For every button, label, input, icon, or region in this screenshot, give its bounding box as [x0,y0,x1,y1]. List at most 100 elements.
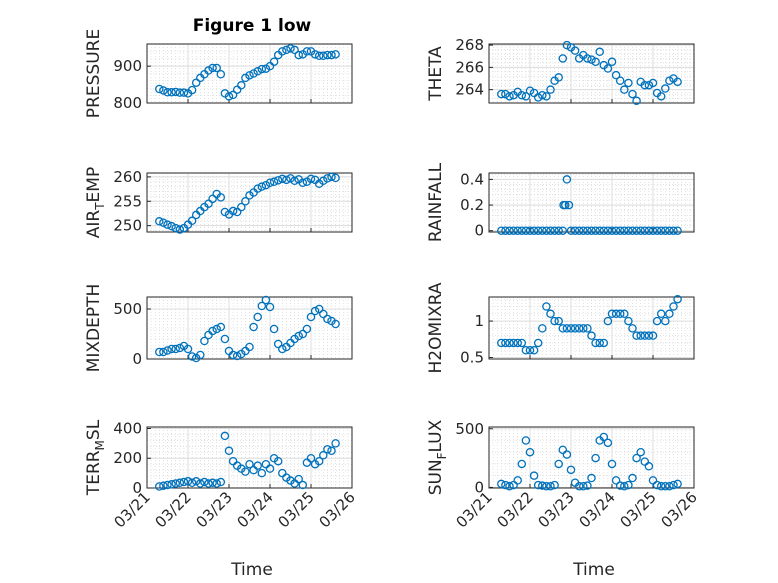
data-point [501,480,510,490]
y-tick-label: 0.5 [460,349,484,367]
y-tick-label: 268 [455,36,484,54]
data-point [587,55,596,64]
data-point [183,344,193,354]
data-point [204,479,213,488]
x-tick-label: 03/23 [535,488,578,531]
data-point [591,338,600,348]
data-point [232,207,242,217]
data-point [513,226,522,235]
data-point [546,481,555,491]
data-point [624,480,633,490]
data-point [505,226,514,235]
data-point [323,314,332,324]
data-point [179,477,189,487]
axes-box [146,426,353,489]
x-axis-label-right: Time [572,560,615,580]
data-point [665,309,674,319]
data-point [253,184,262,193]
data-point [327,50,336,60]
axes-box [146,43,353,104]
data-point [615,226,625,235]
figure-title: Figure 1 low [193,16,312,36]
y-tick-label: 400 [113,419,142,437]
data-point [269,57,279,66]
panel-sun: 0500SUNFLUX03/2103/2203/2303/2403/2503/2… [426,419,701,531]
data-point [159,218,168,227]
data-point [538,90,547,100]
data-point [228,206,238,216]
data-point [603,438,613,448]
data-point [265,178,275,188]
data-point [603,316,613,326]
data-point [579,226,588,235]
data-point [200,477,209,487]
data-point [224,446,234,456]
data-point [191,78,201,87]
data-point [607,309,617,319]
data-point [501,89,510,99]
data-point [257,182,267,191]
data-point [652,480,662,490]
data-point [253,312,262,322]
y-tick-label: 900 [113,57,142,75]
data-point [673,294,682,304]
data-point [624,78,633,88]
data-point [155,84,164,94]
data-point [644,331,654,340]
data-point [533,338,543,348]
data-point [314,304,324,314]
data-point [331,319,340,329]
axes-box [146,172,353,233]
data-point [310,50,320,59]
data-point [159,481,168,491]
data-point [187,352,197,361]
y-tick-label: 500 [455,420,484,438]
data-point [620,85,629,94]
data-point [513,476,522,485]
data-point [517,226,527,235]
data-point [542,226,551,235]
data-point [661,84,670,93]
y-axis-label: THETA [426,46,446,102]
data-point [673,77,682,87]
data-point [579,324,588,333]
axes-box [488,172,695,233]
y-tick-label: 800 [113,94,142,112]
data-point [550,226,559,235]
data-point [648,331,658,340]
data-point [652,316,662,326]
data-point [208,478,217,488]
data-point [644,80,654,90]
y-tick-label: 0 [474,478,484,496]
data-point [615,309,625,319]
data-point [521,92,531,101]
data-point [562,175,572,184]
data-point [282,45,291,55]
data-point [306,174,316,184]
data-point [656,226,666,235]
y-axis-label: TERRMSL [84,419,107,496]
data-point [615,76,625,85]
data-point [640,80,650,90]
data-point [640,226,650,235]
data-point [656,92,666,101]
panel-pressure: 800 900 PRESSURE [84,29,353,118]
y-axis-label: MIXDEPTH [84,284,104,373]
data-point [517,90,527,100]
data-point [554,226,563,235]
data-point [163,346,172,355]
data-point [661,226,670,235]
data-point [652,226,662,235]
data-point [538,226,547,235]
data-point [327,446,336,456]
y-tick-label: 500 [113,300,142,318]
data-point [620,309,629,319]
data-point [656,481,666,491]
data-point [155,482,164,491]
data-point [249,69,258,78]
data-point [640,331,650,340]
data-point [533,480,543,490]
data-point [294,331,303,341]
data-point [505,338,514,348]
data-point [673,479,682,489]
